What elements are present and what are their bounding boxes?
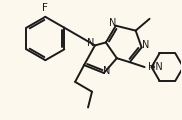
Text: N: N: [142, 40, 149, 50]
Text: N: N: [87, 38, 95, 48]
Text: HN: HN: [148, 62, 162, 72]
Text: F: F: [42, 3, 48, 13]
Text: N: N: [103, 66, 111, 76]
Text: N: N: [109, 18, 116, 28]
